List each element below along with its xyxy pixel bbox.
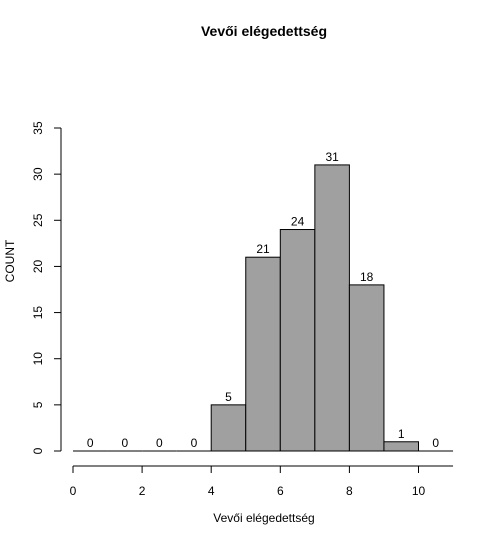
bar-value-label: 18 xyxy=(360,270,374,284)
histogram-bar xyxy=(210,404,247,452)
bar-labels-group: 0 0 0 0 5 21 24 31 18 1 0 xyxy=(87,150,439,450)
y-tick-label: 5 xyxy=(31,401,45,408)
bar-value-label: 0 xyxy=(87,436,94,450)
y-tick-label: 0 xyxy=(31,447,45,454)
histogram-bar xyxy=(279,229,316,452)
histogram-bar xyxy=(314,164,350,452)
bar-value-label: 0 xyxy=(156,436,163,450)
bar-value-label: 21 xyxy=(256,242,270,256)
histogram-bar xyxy=(383,441,420,452)
bar-value-label: 1 xyxy=(398,427,405,441)
y-axis-label: COUNT xyxy=(3,239,17,282)
histogram-bar xyxy=(348,284,385,452)
y-tick-label: 20 xyxy=(31,259,45,273)
y-tick-label: 10 xyxy=(31,352,45,366)
x-tick-label: 0 xyxy=(70,484,77,498)
chart-title: Vevői elégedettség xyxy=(201,23,327,39)
y-tick-label: 35 xyxy=(31,121,45,135)
bar-value-label: 24 xyxy=(291,215,305,229)
histogram-bar xyxy=(245,256,281,452)
x-tick-label: 10 xyxy=(412,484,426,498)
x-tick-label: 8 xyxy=(346,484,353,498)
bar-value-label: 31 xyxy=(325,150,339,164)
bar-value-label: 0 xyxy=(191,436,198,450)
x-tick-label: 2 xyxy=(139,484,146,498)
x-axis: 0 2 4 6 8 10 xyxy=(70,465,454,498)
x-tick-label: 6 xyxy=(277,484,284,498)
bar-value-label: 0 xyxy=(121,436,128,450)
y-tick-label: 25 xyxy=(31,213,45,227)
x-tick-label: 4 xyxy=(208,484,215,498)
bar-value-label: 5 xyxy=(225,390,232,404)
y-tick-label: 15 xyxy=(31,306,45,320)
bar-value-label: 0 xyxy=(432,436,439,450)
y-tick-label: 30 xyxy=(31,167,45,181)
bars-group xyxy=(73,164,454,452)
y-axis: 0 5 10 15 20 25 30 35 xyxy=(31,121,62,454)
x-axis-label: Vevői elégedettség xyxy=(213,511,314,525)
